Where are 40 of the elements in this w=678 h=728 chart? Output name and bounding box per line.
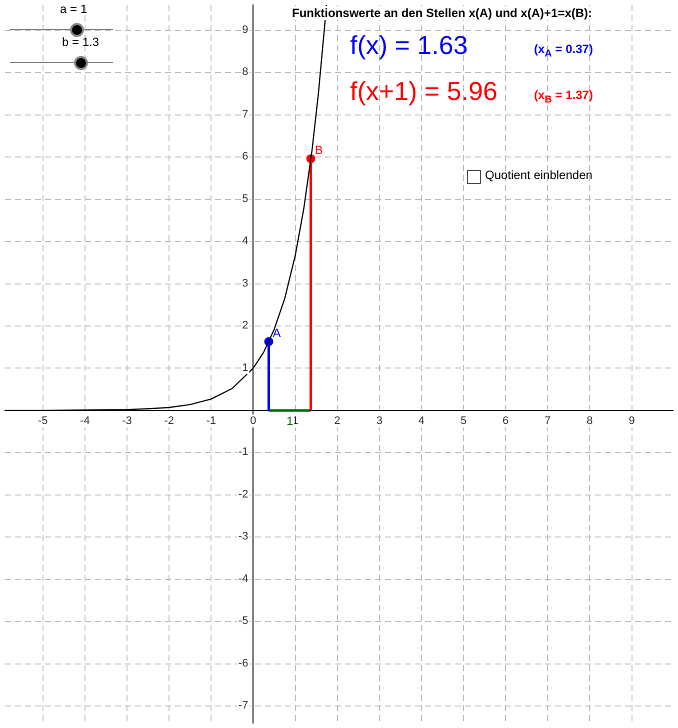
y-tick-label: 2: [242, 320, 248, 332]
y-tick-label: 5: [242, 192, 248, 205]
y-tick-label: -3: [238, 530, 248, 543]
x-tick-label: -4: [80, 414, 90, 427]
y-tick-label: 4: [242, 235, 248, 248]
x-tick-label: -5: [38, 414, 48, 427]
y-tick-label: 8: [242, 66, 248, 78]
y-tick-label: -4: [238, 572, 248, 585]
annotation: a = 1: [60, 2, 88, 16]
x-tick-label: 4: [418, 414, 425, 427]
y-tick-label: -2: [238, 488, 248, 500]
x-tick-label: 3: [376, 414, 382, 427]
chart-title: Funktionswerte an den Stellen x(A) und x(A)+1=x(B):: [292, 6, 592, 20]
x-tick-label: 6: [502, 414, 509, 427]
annotation: b = 1.3: [62, 35, 100, 49]
annotation: (x$_{A}$ = 0.37): [534, 42, 593, 60]
series-label: A: [272, 326, 281, 340]
x-tick-label: 5: [460, 414, 467, 427]
y-tick-label: 3: [242, 277, 248, 290]
y-tick-label: -5: [238, 615, 248, 628]
y-tick-label: 9: [242, 24, 248, 36]
x-tick-label: 8: [586, 414, 593, 427]
x-tick-label: -2: [164, 414, 174, 427]
x-tick-label: -1: [206, 414, 216, 427]
annotation: f(x+1) = 5.96: [350, 76, 498, 107]
y-tick-label: -7: [238, 700, 248, 712]
annotation: Quotient einblenden: [485, 168, 592, 182]
annotation: f(x) = 1.63: [350, 30, 468, 61]
x-tick-label: 7: [544, 414, 551, 427]
y-tick-label: 7: [242, 108, 248, 120]
x-tick-label: 0: [250, 414, 256, 427]
x-tick-label: 2: [334, 414, 340, 427]
series-label: B: [314, 143, 323, 158]
x-tick-label: -3: [122, 414, 132, 427]
x-tick-label: 9: [628, 414, 635, 427]
y-tick-label: 6: [242, 150, 248, 163]
y-tick-label: -1: [238, 446, 248, 458]
y-tick-label: 1: [242, 362, 248, 374]
y-tick-label: -6: [238, 657, 248, 670]
annotation: (x$_{B}$ = 1.37): [534, 88, 593, 106]
